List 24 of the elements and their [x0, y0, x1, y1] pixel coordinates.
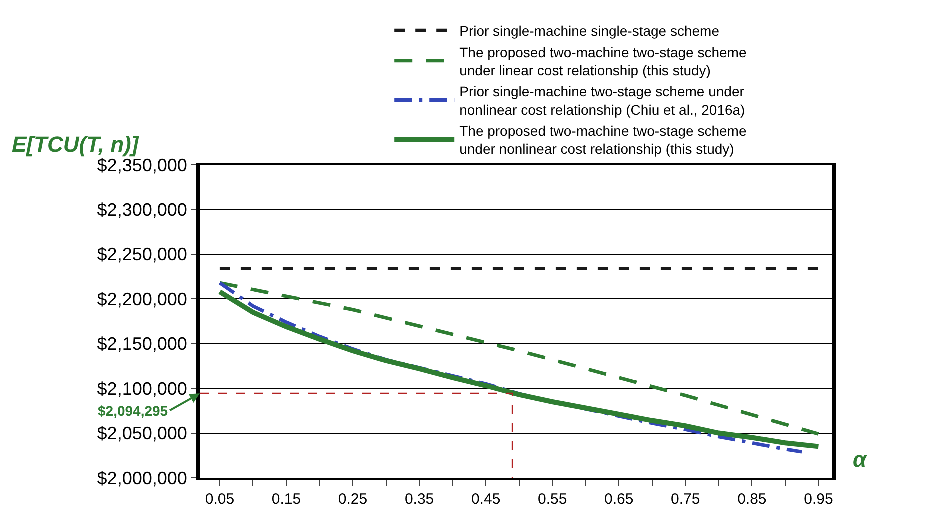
y-axis-title: E[TCU(T, n)] [12, 132, 140, 157]
y-tick-label: $2,100,000 [97, 378, 188, 399]
legend-label: Prior single-machine single-stage scheme [460, 23, 720, 40]
x-tick-label: 0.35 [404, 491, 434, 508]
x-tick-label: 0.25 [338, 491, 368, 508]
annotation: $2,094,295 [98, 403, 168, 419]
x-tick-label: 0.15 [272, 491, 302, 508]
y-tick-label: $2,300,000 [97, 200, 188, 220]
x-tick-label: 0.65 [604, 491, 634, 508]
legend-label: The proposed two-machine two-stage scheme under linear cost relationship (this study) [460, 44, 747, 78]
legend-label: The proposed two-machine two-stage scheme under nonlinear cost relationship (this study) [460, 123, 747, 158]
y-tick-label: $2,050,000 [97, 424, 188, 444]
x-axis-title: α [853, 447, 868, 472]
y-tick-label: $2,150,000 [97, 334, 188, 354]
x-tick-label: 0.55 [538, 491, 568, 508]
x-tick-label: 0.05 [205, 491, 235, 508]
x-tick-label: 0.75 [671, 491, 700, 508]
x-tick-label: 0.45 [471, 491, 501, 508]
x-tick-label: 0.85 [738, 491, 767, 508]
y-tick-label: $2,000,000 [97, 468, 188, 488]
x-tick-label: 0.95 [804, 491, 834, 508]
legend-label: Prior single-machine two-stage scheme under nonlinear cost relationship (Chiu et al., 2016a) [460, 84, 746, 118]
y-tick-label: $2,200,000 [97, 289, 188, 310]
y-tick-label: $2,250,000 [97, 244, 188, 265]
